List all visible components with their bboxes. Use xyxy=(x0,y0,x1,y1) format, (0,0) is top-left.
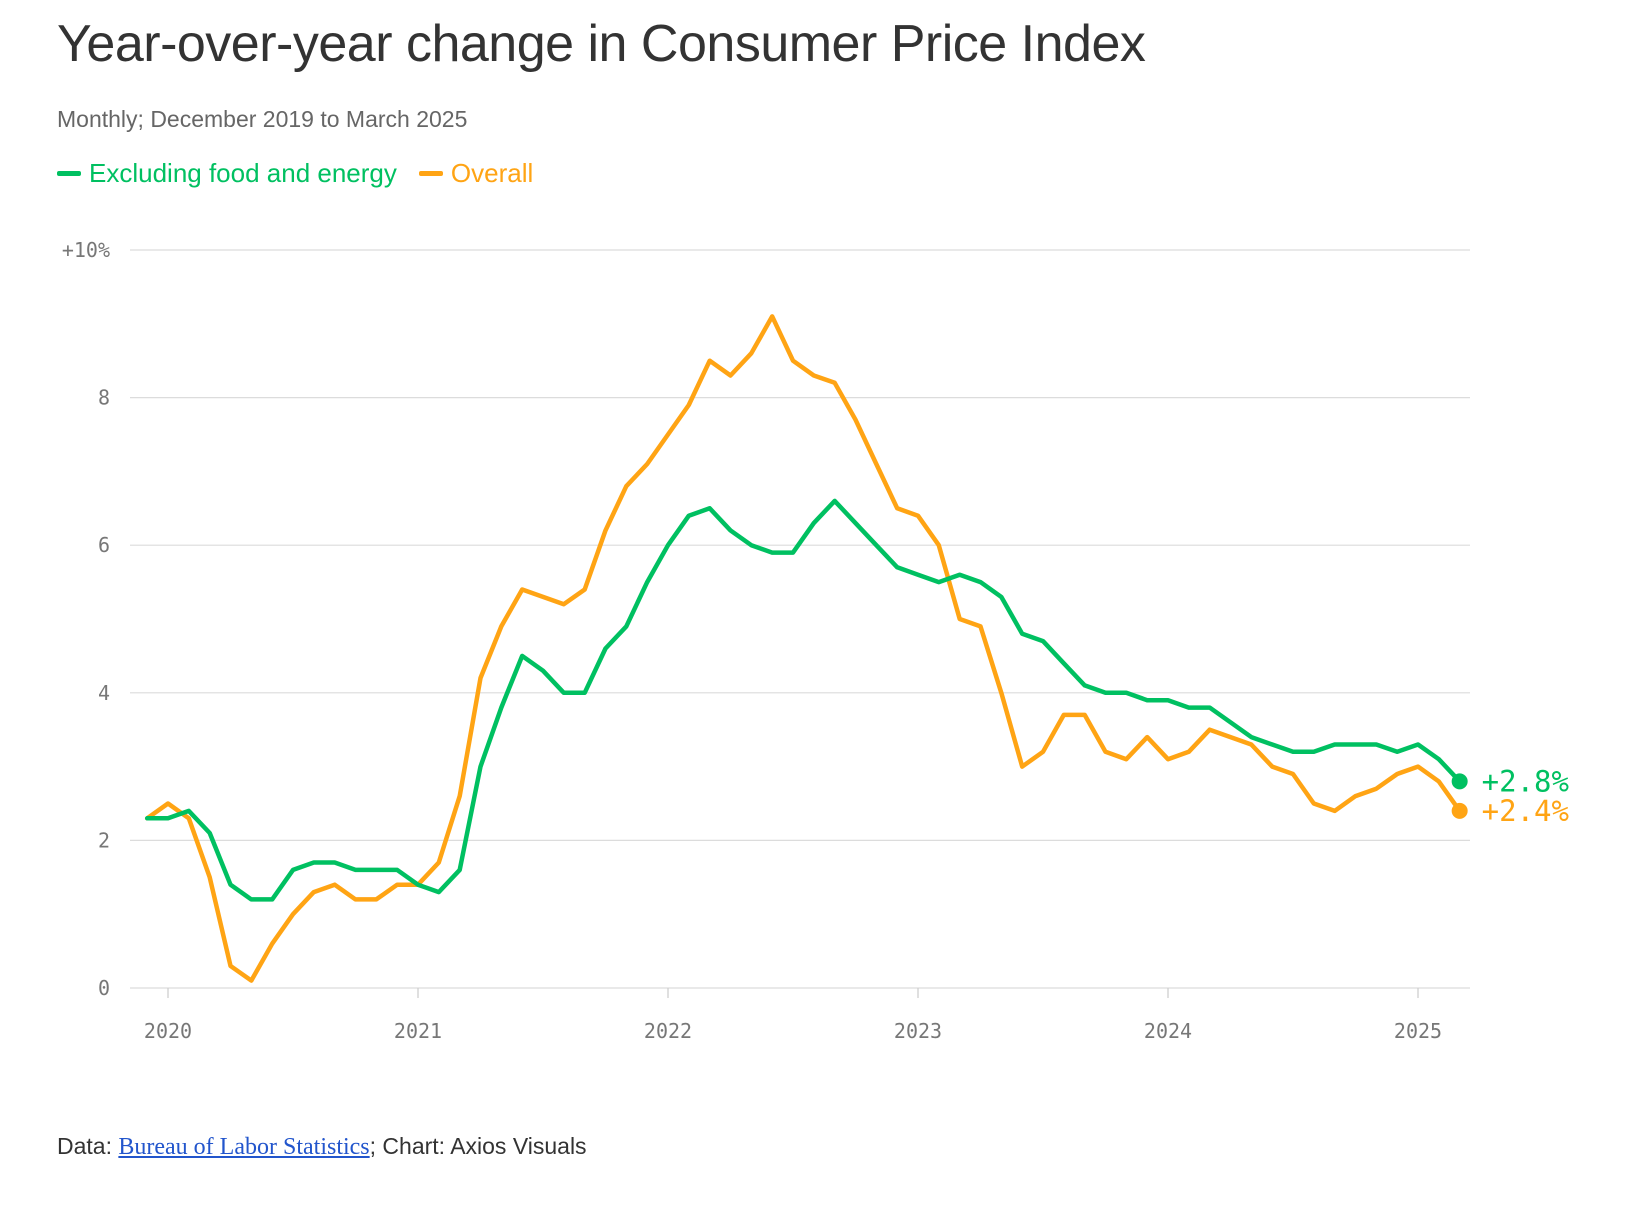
chart-title: Year-over-year change in Consumer Price … xyxy=(57,15,1146,73)
legend-item-overall: Overall xyxy=(418,158,534,189)
series-line-core xyxy=(144,498,1462,902)
footer-suffix: ; Chart: Axios Visuals xyxy=(369,1133,587,1159)
legend-label-core: Excluding food and energy xyxy=(89,158,397,188)
x-tick-label-2020: 2020 xyxy=(144,1019,192,1043)
end-point-core xyxy=(1451,773,1468,790)
y-tick-label-0: 0 xyxy=(98,976,110,1000)
legend: Excluding food and energy Overall xyxy=(57,158,555,189)
legend-swatch-overall xyxy=(418,171,443,176)
chart-footer: Data: Bureau of Labor Statistics; Chart:… xyxy=(57,1133,587,1161)
x-tick-label-2023: 2023 xyxy=(894,1019,942,1043)
x-tick-label-2021: 2021 xyxy=(394,1019,442,1043)
legend-label-overall: Overall xyxy=(450,158,534,188)
x-tick-label-2022: 2022 xyxy=(644,1019,692,1043)
y-tick-label-2: 2 xyxy=(98,828,110,852)
end-label-overall: +2.4% xyxy=(1482,794,1569,828)
x-tick-label-2025: 2025 xyxy=(1394,1019,1442,1043)
y-tick-label-8: 8 xyxy=(98,386,110,410)
end-point-overall xyxy=(1451,802,1468,819)
y-tick-label-6: 6 xyxy=(98,533,110,557)
footer-prefix: Data: xyxy=(57,1133,119,1159)
chart-subtitle: Monthly; December 2019 to March 2025 xyxy=(57,106,468,132)
x-tick-label-2024: 2024 xyxy=(1144,1019,1192,1043)
source-link[interactable]: Bureau of Labor Statistics xyxy=(118,1134,370,1160)
series-line-overall xyxy=(144,314,1462,983)
end-label-core: +2.8% xyxy=(1482,764,1569,798)
legend-item-core: Excluding food and energy xyxy=(57,158,397,189)
y-tick-label-10: +10% xyxy=(62,238,110,262)
legend-swatch-core xyxy=(57,171,81,176)
y-tick-label-4: 4 xyxy=(98,681,110,705)
